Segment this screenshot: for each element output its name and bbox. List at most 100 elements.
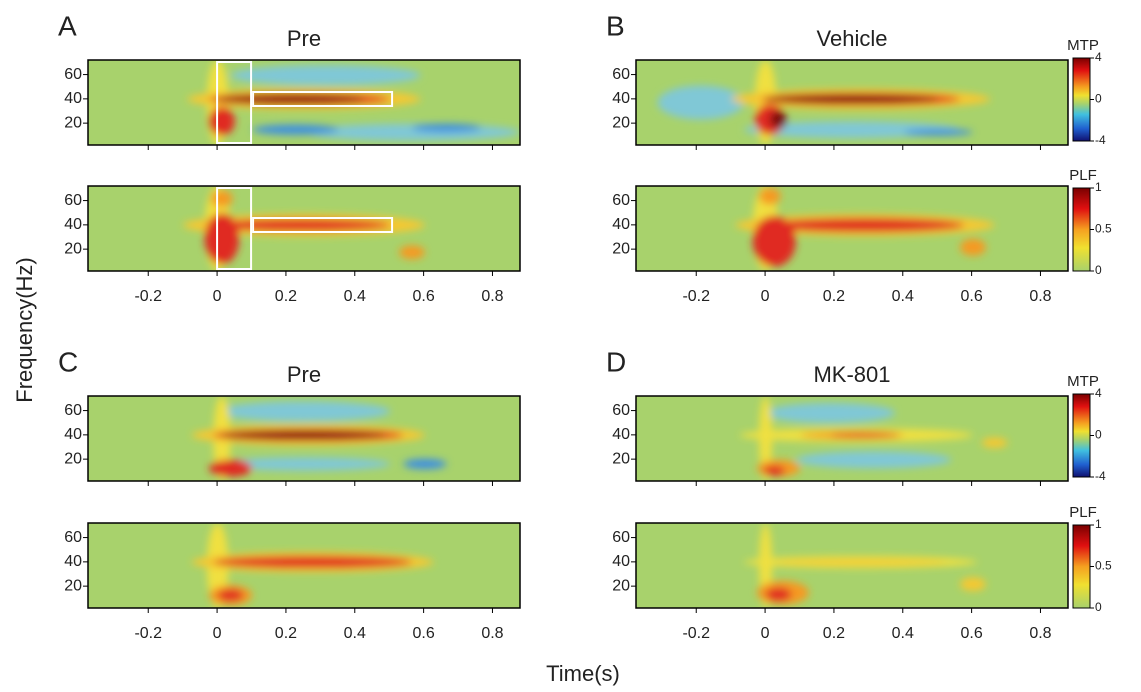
heatmap-frame (87, 185, 521, 272)
panel-letter: D (606, 346, 626, 377)
panel-letter: C (58, 346, 78, 377)
panel-letter: B (606, 10, 625, 41)
heat-blob (657, 85, 744, 120)
heatmap-features (191, 523, 434, 608)
colorbar-tick-label: 0 (1095, 263, 1102, 277)
colorbar-tick-label: 0 (1095, 428, 1102, 442)
colorbar-tick-label: 0 (1095, 600, 1102, 614)
y-tick-label: 60 (64, 402, 82, 419)
y-tick-label: 60 (612, 402, 630, 419)
y-tick-label: 40 (612, 90, 630, 107)
heat-blob (744, 121, 960, 139)
y-tick-label: 60 (64, 66, 82, 83)
heatmap-features (657, 60, 991, 145)
colorbar-tick-label: 1 (1095, 180, 1102, 194)
y-tick-label: 60 (612, 529, 630, 546)
y-tick-label: 60 (612, 66, 630, 83)
x-axis-label: Time(s) (546, 661, 620, 686)
heatmap (636, 186, 1068, 271)
x-tick-label: 0.4 (892, 288, 914, 305)
heatmap-frame (635, 395, 1069, 482)
heat-blob (960, 577, 986, 591)
heatmap-frame (87, 395, 521, 482)
heatmap (88, 523, 520, 608)
x-tick-label: 0.8 (1029, 288, 1051, 305)
y-tick-label: 20 (612, 114, 630, 131)
heatmap-features (739, 396, 1008, 481)
colorbar-tick-label: -4 (1095, 133, 1106, 147)
y-tick-label: 40 (64, 216, 82, 233)
heat-blob (217, 401, 391, 422)
heat-blob (763, 465, 786, 476)
colorbar (1072, 57, 1091, 142)
heat-blob (759, 187, 781, 205)
heat-blob (903, 128, 973, 136)
heat-blob (204, 213, 240, 265)
heat-blob (230, 65, 421, 86)
heatmap-features (187, 60, 520, 145)
x-tick-label: 0.4 (344, 625, 366, 642)
heat-blob (765, 218, 965, 232)
x-tick-label: -0.2 (682, 625, 710, 642)
x-tick-label: 0 (761, 288, 770, 305)
x-tick-label: 0.6 (412, 625, 434, 642)
panel-title: MK-801 (813, 362, 890, 387)
x-tick-label: -0.2 (682, 288, 710, 305)
heat-blob (795, 451, 952, 469)
x-tick-label: 0.4 (892, 625, 914, 642)
x-tick-label: 0 (761, 625, 770, 642)
heatmap (636, 523, 1068, 608)
y-tick-label: 20 (612, 577, 630, 594)
heat-blob (765, 587, 792, 602)
heat-blob (217, 589, 244, 602)
heatmap-frame (635, 185, 1069, 272)
heat-blob (830, 432, 900, 438)
y-tick-label: 60 (64, 529, 82, 546)
y-tick-label: 40 (612, 426, 630, 443)
heat-blob (769, 111, 788, 128)
heatmap-frame (87, 522, 521, 609)
colorbar (1072, 187, 1091, 272)
heat-blob (960, 238, 986, 256)
roi-box (216, 187, 253, 270)
heatmap-features (191, 396, 447, 481)
heat-blob (217, 95, 365, 103)
colorbar-label: PLF (1069, 504, 1097, 521)
colorbar-tick-label: 1 (1095, 517, 1102, 531)
y-tick-label: 60 (612, 192, 630, 209)
y-tick-label: 40 (64, 90, 82, 107)
heat-blob (765, 95, 939, 103)
roi-box (216, 61, 253, 144)
colorbar-tick-label: 0.5 (1095, 222, 1112, 236)
heat-blob (774, 559, 948, 565)
x-tick-label: 0.6 (412, 288, 434, 305)
heatmap (88, 60, 520, 145)
colorbar-label: MTP (1067, 37, 1099, 54)
x-tick-label: 0.6 (960, 288, 982, 305)
x-tick-label: 0.8 (481, 288, 503, 305)
y-tick-label: 20 (64, 577, 82, 594)
heat-blob (765, 402, 896, 424)
x-tick-label: 0.2 (823, 625, 845, 642)
heat-blob (981, 437, 1008, 448)
y-axis-label: Frequency(Hz) (12, 257, 37, 402)
x-tick-label: 0.8 (1029, 625, 1051, 642)
y-tick-label: 40 (612, 216, 630, 233)
roi-box (252, 91, 394, 107)
y-tick-label: 40 (612, 553, 630, 570)
x-tick-label: 0.2 (275, 625, 297, 642)
heatmap-frame (87, 59, 521, 146)
x-tick-label: 0 (213, 288, 222, 305)
colorbar (1072, 393, 1091, 478)
y-tick-label: 20 (612, 450, 630, 467)
heat-blob (252, 124, 339, 135)
heatmap-frame (635, 59, 1069, 146)
panel-title: Pre (287, 26, 321, 51)
panel-title: Pre (287, 362, 321, 387)
colorbar (1072, 524, 1091, 609)
heatmap (636, 60, 1068, 145)
x-tick-label: 0 (213, 625, 222, 642)
y-tick-label: 60 (64, 192, 82, 209)
colorbar-label: MTP (1067, 373, 1099, 390)
